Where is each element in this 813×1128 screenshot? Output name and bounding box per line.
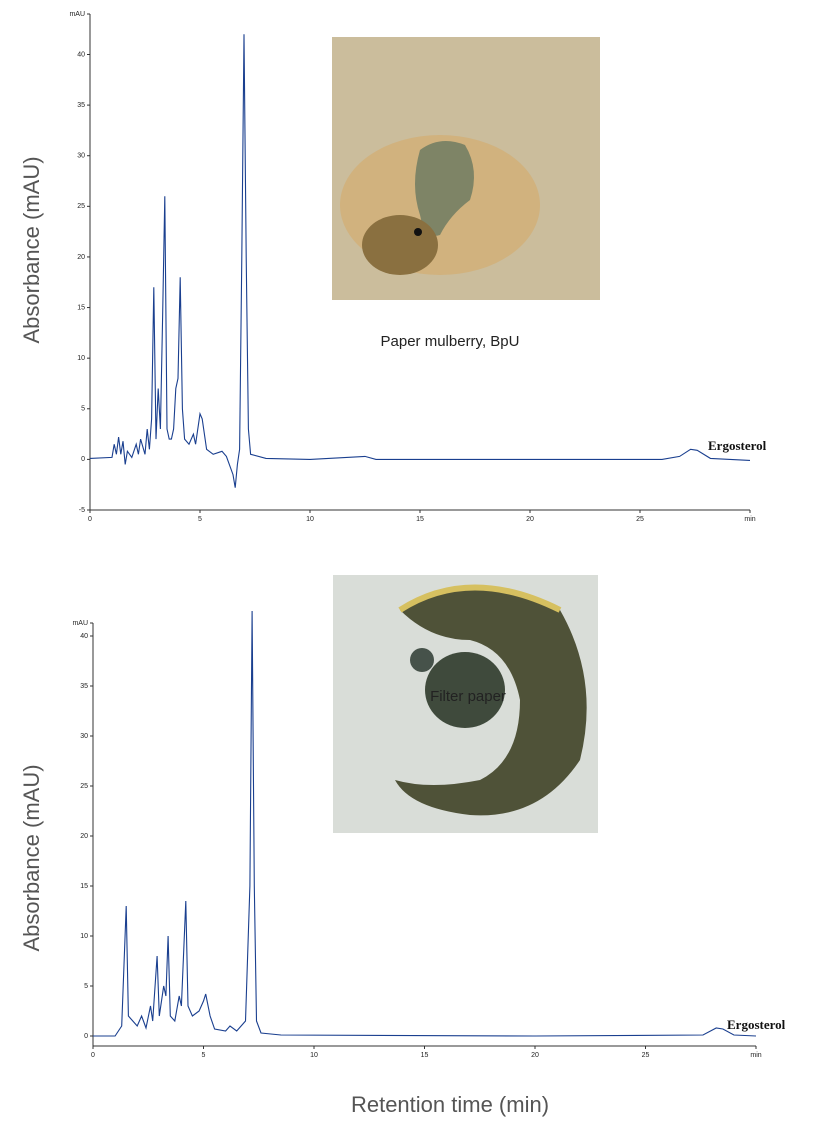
y-tick-label: 30 <box>77 153 85 160</box>
y-tick-label: 30 <box>80 733 88 740</box>
x-tick-label: 15 <box>416 516 424 523</box>
x-tick-label: 5 <box>198 516 202 523</box>
annotation: Ergosterol <box>727 1017 786 1032</box>
y-tick-label: 25 <box>77 203 85 210</box>
y-tick-label: 5 <box>84 983 88 990</box>
line-series <box>93 610 757 1037</box>
y-tick-label: 25 <box>80 783 88 790</box>
y-tick-label: 0 <box>81 456 85 463</box>
x-tick-label: min <box>750 1052 761 1059</box>
y-axis-label: Absorbance (mAU) <box>19 764 44 951</box>
y-tick-label: 15 <box>80 883 88 890</box>
y-tick-label: 20 <box>77 254 85 261</box>
y-axis-label: Absorbance (mAU) <box>19 156 44 343</box>
photo <box>332 37 600 300</box>
line-series <box>89 34 751 488</box>
caption: Paper mulberry, BpU <box>381 333 520 350</box>
y-tick-label: 10 <box>77 355 85 362</box>
x-tick-label: 10 <box>310 1052 318 1059</box>
y-tick-label: 20 <box>80 833 88 840</box>
x-tick-label: 25 <box>642 1052 650 1059</box>
annotation: Ergosterol <box>708 438 767 453</box>
y-tick-label: 10 <box>80 933 88 940</box>
y-tick-label: mAU <box>72 620 88 627</box>
y-tick-label: 35 <box>77 102 85 109</box>
y-tick-label: 35 <box>80 683 88 690</box>
y-tick-label: 40 <box>77 51 85 58</box>
x-axis-label: Retention time (min) <box>351 1092 549 1117</box>
x-tick-label: 20 <box>526 516 534 523</box>
x-tick-label: min <box>744 516 755 523</box>
y-tick-label: 40 <box>80 633 88 640</box>
y-tick-label: 5 <box>81 406 85 413</box>
y-tick-label: mAU <box>69 11 85 18</box>
y-tick-label: 0 <box>84 1033 88 1040</box>
caption: Filter paper <box>430 688 506 705</box>
x-tick-label: 0 <box>91 1052 95 1059</box>
x-tick-label: 0 <box>88 516 92 523</box>
x-tick-label: 15 <box>421 1052 429 1059</box>
photo <box>333 575 598 833</box>
y-tick-label: 15 <box>77 304 85 311</box>
y-tick-label: -5 <box>79 507 85 514</box>
x-tick-label: 5 <box>202 1052 206 1059</box>
x-tick-label: 20 <box>531 1052 539 1059</box>
x-tick-label: 25 <box>636 516 644 523</box>
x-tick-label: 10 <box>306 516 314 523</box>
